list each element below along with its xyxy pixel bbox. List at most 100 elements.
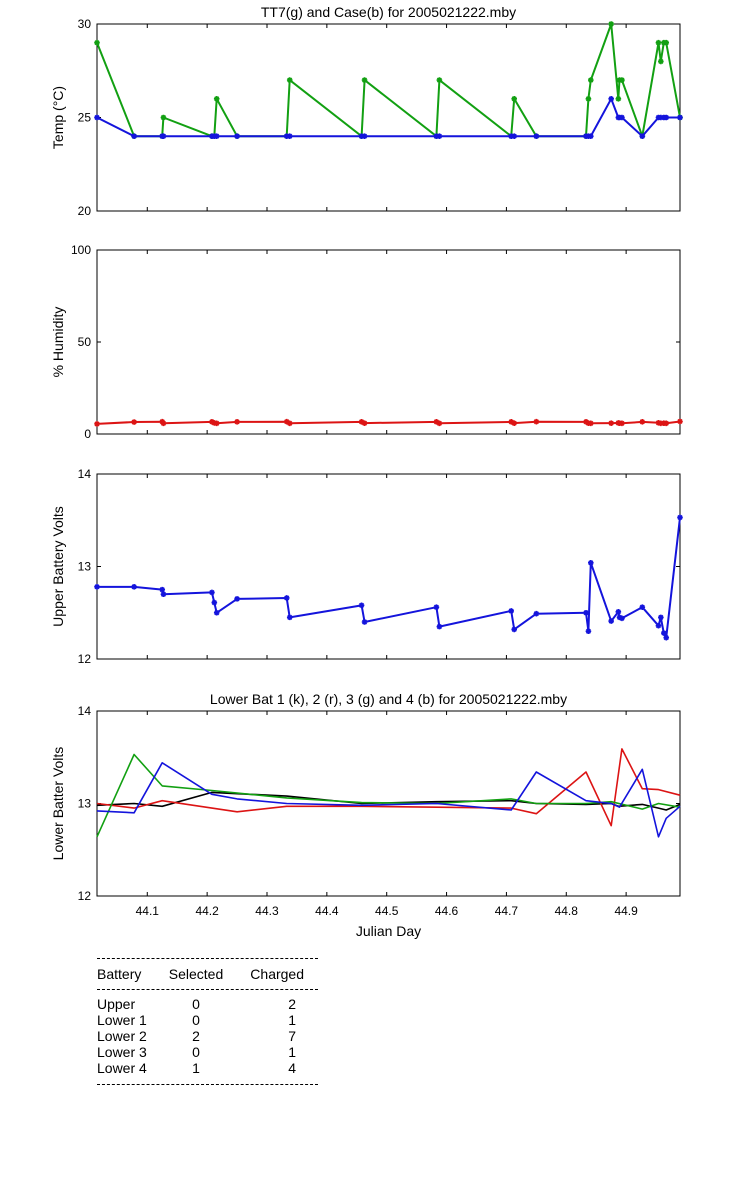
row-charged: 1 [288,1012,296,1028]
x-tick-label: 44.1 [136,904,160,918]
y-axis-label: % Humidity [50,307,66,378]
x-tick-label: 44.8 [555,904,579,918]
data-point [663,634,670,641]
y-tick-label: 14 [78,704,92,718]
data-point [361,420,368,426]
row-charged: 4 [288,1060,296,1076]
data-point [585,96,592,102]
series-markers [94,418,683,427]
data-point [209,419,215,425]
data-point [283,418,290,425]
data-point [358,419,365,425]
row-selected: 2 [192,1028,200,1044]
data-point [511,626,517,633]
chart-panel-lower: 12 13 14 44.1 44.2 44.3 44.4 44.5 44.6 44.7 44.8 44… [50,691,681,939]
x-tick-label: 44.5 [375,904,399,918]
data-point [436,77,443,83]
y-tick-label: 20 [78,204,92,218]
data-point [213,133,220,139]
header-selected: Selected [168,966,224,982]
data-point [433,419,440,425]
table-row: Lower 1 0 1 [97,1012,318,1028]
row-charged: 1 [288,1044,296,1060]
series-markers [94,21,683,139]
data-point [361,619,368,625]
x-tick-label: 44.4 [315,904,339,918]
data-point [508,419,515,425]
data-point [677,514,683,521]
data-point [639,604,646,610]
data-point [639,133,646,139]
battery-summary: Battery Selected Charged Upper 0 2 Lower… [97,958,318,1085]
summary-header-rule [97,989,318,990]
y-tick-label: 12 [78,889,92,903]
y-tick-label: 13 [78,797,92,811]
data-point [588,77,594,83]
data-point [160,591,167,598]
data-point [211,599,218,606]
data-point [655,622,662,629]
chart-panel-humidity: 0 50 100 % Humidity [50,243,683,441]
row-selected: 0 [192,1044,200,1060]
y-axis-label: Lower Batter Volts [50,747,66,861]
header-charged: Charged [250,966,304,982]
data-point [608,21,614,27]
y-tick-label: 0 [84,427,91,441]
data-point [361,77,368,83]
chart-panel-upper: 12 13 14 Upper Battery Volts [50,467,683,666]
data-point [358,602,365,609]
y-tick-label: 14 [78,467,92,481]
data-point [213,96,220,102]
data-point [533,610,540,617]
data-point [433,604,440,610]
data-point [131,419,137,425]
data-point [619,114,625,121]
x-axis-label: Julian Day [356,923,421,939]
y-axis-label: Upper Battery Volts [50,506,66,627]
y-tick-label: 100 [71,243,91,257]
data-point [608,420,614,426]
data-point [358,133,365,139]
data-point [608,618,614,624]
series-markers [94,96,683,139]
y-tick-label: 50 [78,335,92,349]
series-line [96,748,681,827]
data-point [619,77,625,83]
data-point [663,114,670,121]
data-point [286,614,293,621]
row-battery: Lower 4 [97,1060,147,1076]
data-point [655,39,662,46]
table-row: Lower 2 2 7 [97,1028,318,1044]
chart-title: TT7(g) and Case(b) for 2005021222.mby [261,4,516,20]
summary-table: Battery Selected Charged Upper 0 2 Lower… [97,959,318,1084]
series-line [96,761,681,838]
data-point [234,419,240,425]
data-point [131,584,137,590]
header-battery: Battery [97,966,142,982]
y-axis-label: Temp (°C) [50,86,66,149]
data-point [131,133,137,139]
series-line [96,753,681,838]
data-point [533,418,540,425]
data-point [160,114,167,121]
data-point [511,420,517,426]
data-point [436,133,443,139]
data-point [433,133,440,139]
row-battery: Upper [97,996,136,1012]
data-point [286,133,293,139]
row-battery: Lower 2 [97,1028,147,1044]
data-point [619,615,625,622]
data-point [615,609,622,615]
series-line [96,97,680,138]
data-point [616,614,623,621]
data-point [283,595,290,601]
data-point [663,39,670,46]
data-point [677,114,683,121]
data-point [639,419,646,425]
summary-top-rule [97,958,318,959]
data-point [160,133,167,139]
y-tick-label: 13 [78,560,92,574]
data-point [511,133,517,139]
x-tick-label: 44.2 [195,904,219,918]
data-point [361,133,368,139]
